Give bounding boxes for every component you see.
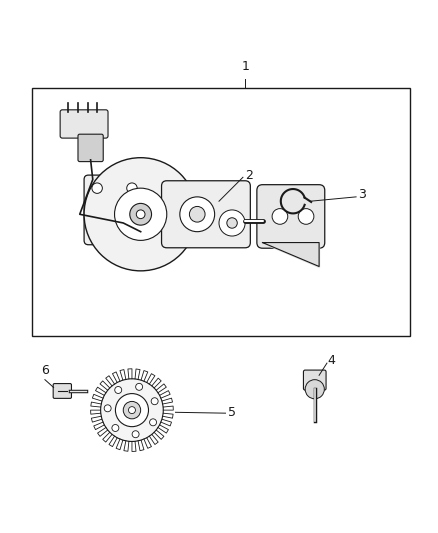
Circle shape: [116, 393, 148, 426]
Text: 5: 5: [228, 406, 236, 419]
Circle shape: [101, 379, 163, 441]
Circle shape: [227, 218, 237, 228]
Text: 2: 2: [245, 168, 253, 182]
Circle shape: [272, 208, 288, 224]
Circle shape: [130, 204, 152, 225]
Circle shape: [180, 197, 215, 232]
Circle shape: [115, 386, 122, 393]
Circle shape: [136, 383, 143, 390]
FancyBboxPatch shape: [78, 134, 103, 161]
Circle shape: [298, 208, 314, 224]
Bar: [32, 88, 410, 336]
Circle shape: [104, 405, 111, 412]
Circle shape: [219, 210, 245, 236]
Circle shape: [150, 419, 156, 426]
Circle shape: [123, 401, 141, 419]
Circle shape: [127, 183, 137, 193]
Circle shape: [136, 210, 145, 219]
FancyBboxPatch shape: [162, 181, 251, 248]
Text: 1: 1: [241, 60, 249, 73]
Text: 3: 3: [358, 188, 366, 201]
FancyBboxPatch shape: [304, 370, 326, 390]
Circle shape: [132, 431, 139, 438]
Circle shape: [189, 206, 205, 222]
Circle shape: [115, 188, 167, 240]
Circle shape: [128, 407, 135, 414]
Circle shape: [151, 398, 158, 405]
Circle shape: [84, 158, 197, 271]
Circle shape: [112, 424, 119, 432]
Polygon shape: [262, 243, 319, 266]
Circle shape: [305, 379, 324, 399]
Circle shape: [92, 183, 102, 193]
FancyBboxPatch shape: [53, 384, 71, 398]
Text: 6: 6: [41, 365, 49, 377]
FancyBboxPatch shape: [84, 175, 145, 245]
FancyBboxPatch shape: [257, 184, 325, 248]
FancyBboxPatch shape: [60, 110, 108, 138]
Text: 4: 4: [328, 353, 336, 367]
